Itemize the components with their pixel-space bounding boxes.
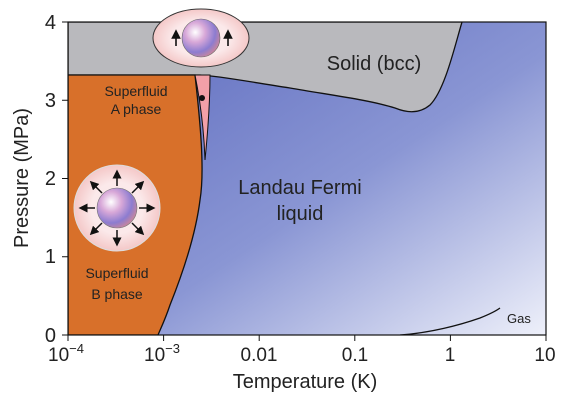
b-phase-label: B phase [91,286,143,302]
sphere-with-two-vertical-arrows-icon [152,8,250,68]
x-tick-label: 10−4 [48,341,84,366]
gas-boundary-line [399,307,501,335]
gas-label: Gas [507,311,531,326]
fermi-liquid-label: liquid [277,203,324,225]
y-tick-label: 0 [45,325,56,347]
x-tick-label: 1 [445,345,456,366]
x-tick-label: 0.01 [241,345,278,366]
x-tick-label: 0.1 [342,345,368,366]
x-axis [67,335,547,341]
superfluid-a-region [194,74,211,161]
x-axis-label: Temperature (K) [233,371,378,393]
a-phase-label: A phase [111,101,162,117]
x-tick-label: 10 [534,345,555,366]
fermi-liquid-label: Landau Fermi [238,177,361,199]
y-tick-label: 1 [45,246,56,268]
solid-label: Solid (bcc) [327,53,421,75]
sphere-with-radial-arrows-icon [73,164,161,252]
x-tick-label: 10−3 [144,341,180,366]
y-axis [62,21,68,336]
y-tick-label: 2 [45,168,56,190]
y-tick-label: 4 [45,12,56,34]
a-phase-label: Superfluid [104,83,167,99]
b-phase-label: Superfluid [85,265,148,281]
y-axis-label: Pressure (MPa) [11,108,33,248]
a-phase-marker-dot [199,95,205,101]
y-tick-label: 3 [45,90,56,112]
